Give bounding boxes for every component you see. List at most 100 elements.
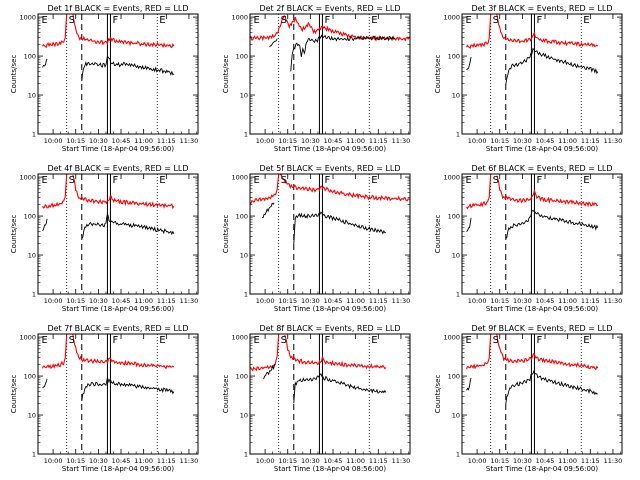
x-tick-label: 11:30: [604, 137, 623, 145]
x-tick-label: 11:15: [581, 137, 600, 145]
x-tick-label: 10:30: [89, 457, 108, 465]
marker-label: E: [42, 335, 48, 346]
lld-series-line: [279, 174, 410, 202]
y-tick-label: 1000: [443, 173, 460, 181]
marker-label: E: [371, 175, 377, 186]
lld-series-line: [42, 14, 68, 49]
x-tick-label: 10:00: [256, 137, 275, 145]
x-tick-label: 10:00: [468, 457, 487, 465]
events-series-line: [466, 217, 472, 233]
marker-label: E: [254, 335, 260, 346]
x-tick-label: 10:30: [89, 137, 108, 145]
y-tick-label: 10: [452, 251, 460, 259]
lld-series-line: [72, 14, 175, 49]
plot-frame: [37, 333, 199, 455]
x-tick-label: 11:30: [392, 297, 411, 305]
marker-label: S: [69, 175, 75, 186]
x-tick-label: 10:15: [66, 297, 85, 305]
x-axis-label: Start Time (18-Apr-04 09:56:00): [274, 145, 386, 153]
y-axis-label: Counts/sec: [222, 55, 230, 94]
lld-series-line: [72, 174, 175, 210]
x-tick-label: 10:45: [536, 297, 555, 305]
events-series-line: [81, 54, 175, 82]
x-tick-label: 11:15: [369, 297, 388, 305]
x-axis-label: Start Time (18-Apr-04 09:56:00): [486, 305, 598, 313]
x-axis-label: Start Time (18-Apr-04 09:56:00): [486, 465, 598, 473]
y-tick-label: 1000: [443, 333, 460, 341]
x-tick-label: 11:15: [581, 297, 600, 305]
y-axis-label: Counts/sec: [10, 55, 18, 94]
y-tick-label: 10: [240, 251, 248, 259]
x-tick-label: 10:30: [301, 137, 320, 145]
y-tick-label: 1: [32, 130, 36, 138]
lld-series-line: [250, 15, 410, 42]
y-tick-label: 10: [452, 91, 460, 99]
marker-label: F: [536, 175, 542, 186]
x-tick-label: 10:15: [278, 137, 297, 145]
lld-series-line: [72, 334, 175, 370]
x-tick-label: 10:15: [278, 457, 297, 465]
x-tick-label: 10:45: [324, 297, 343, 305]
marker-label: E: [583, 335, 589, 346]
x-tick-label: 10:00: [468, 137, 487, 145]
y-tick-label: 1000: [19, 333, 36, 341]
marker-label: F: [112, 15, 118, 26]
x-axis-label: Start Time (18-Apr-04 09:56:00): [62, 305, 174, 313]
marker-label: F: [324, 15, 330, 26]
x-tick-label: 11:00: [346, 137, 365, 145]
panel-title: Det 5f BLACK = Events, RED = LLD: [259, 164, 400, 173]
marker-label: S: [69, 15, 75, 26]
x-tick-label: 10:45: [536, 457, 555, 465]
events-series-line: [42, 218, 48, 232]
panel-title: Det 6f BLACK = Events, RED = LLD: [471, 164, 612, 173]
marker-label: S: [493, 15, 499, 26]
panel-title: Det 8f BLACK = Events, RED = LLD: [259, 324, 400, 333]
lld-series-line: [250, 174, 280, 205]
marker-label: E: [159, 15, 165, 26]
x-tick-label: 10:15: [490, 137, 509, 145]
detector-panel: Det 2f BLACK = Events, RED = LLD 1 10 100 10…: [222, 4, 411, 153]
x-tick-label: 11:00: [346, 297, 365, 305]
y-tick-label: 100: [24, 52, 36, 60]
x-tick-label: 11:15: [157, 297, 176, 305]
plot-frame: [461, 173, 623, 295]
events-series-line: [269, 38, 278, 48]
x-tick-label: 10:15: [490, 297, 509, 305]
y-tick-label: 100: [448, 372, 460, 380]
panel-title: Det 4f BLACK = Events, RED = LLD: [47, 164, 188, 173]
x-tick-label: 10:15: [490, 457, 509, 465]
x-tick-label: 11:15: [157, 137, 176, 145]
events-series-line: [293, 373, 387, 404]
x-tick-label: 11:00: [558, 297, 577, 305]
lld-series-line: [466, 334, 492, 370]
y-axis-label: Counts/sec: [434, 55, 442, 94]
y-axis-label: Counts/sec: [10, 215, 18, 254]
detector-panel: Det 6f BLACK = Events, RED = LLD 1 10 100 10…: [434, 164, 623, 313]
y-tick-label: 10: [28, 251, 36, 259]
y-axis-label: Counts/sec: [222, 215, 230, 254]
plot-frame: [249, 333, 411, 455]
y-tick-label: 1: [244, 450, 248, 458]
x-axis-label: Start Time (18-Apr-04 09:56:00): [486, 145, 598, 153]
x-tick-label: 11:00: [558, 137, 577, 145]
marker-label: S: [281, 175, 287, 186]
x-tick-label: 10:30: [513, 297, 532, 305]
x-tick-label: 10:00: [468, 297, 487, 305]
y-tick-label: 1000: [231, 13, 248, 21]
x-tick-label: 10:00: [256, 457, 275, 465]
y-tick-label: 100: [236, 212, 248, 220]
x-tick-label: 11:15: [369, 137, 388, 145]
marker-label: S: [493, 175, 499, 186]
y-tick-label: 10: [452, 411, 460, 419]
y-tick-label: 10: [240, 91, 248, 99]
marker-label: E: [42, 15, 48, 26]
marker-label: E: [466, 175, 472, 186]
x-tick-label: 11:15: [369, 457, 388, 465]
detector-panel: Det 4f BLACK = Events, RED = LLD 1 10 100 10…: [10, 164, 199, 313]
marker-label: E: [583, 175, 589, 186]
panel-title: Det 2f BLACK = Events, RED = LLD: [259, 4, 400, 13]
lld-series-line: [466, 174, 492, 210]
marker-label: E: [466, 15, 472, 26]
x-tick-label: 10:45: [112, 297, 131, 305]
